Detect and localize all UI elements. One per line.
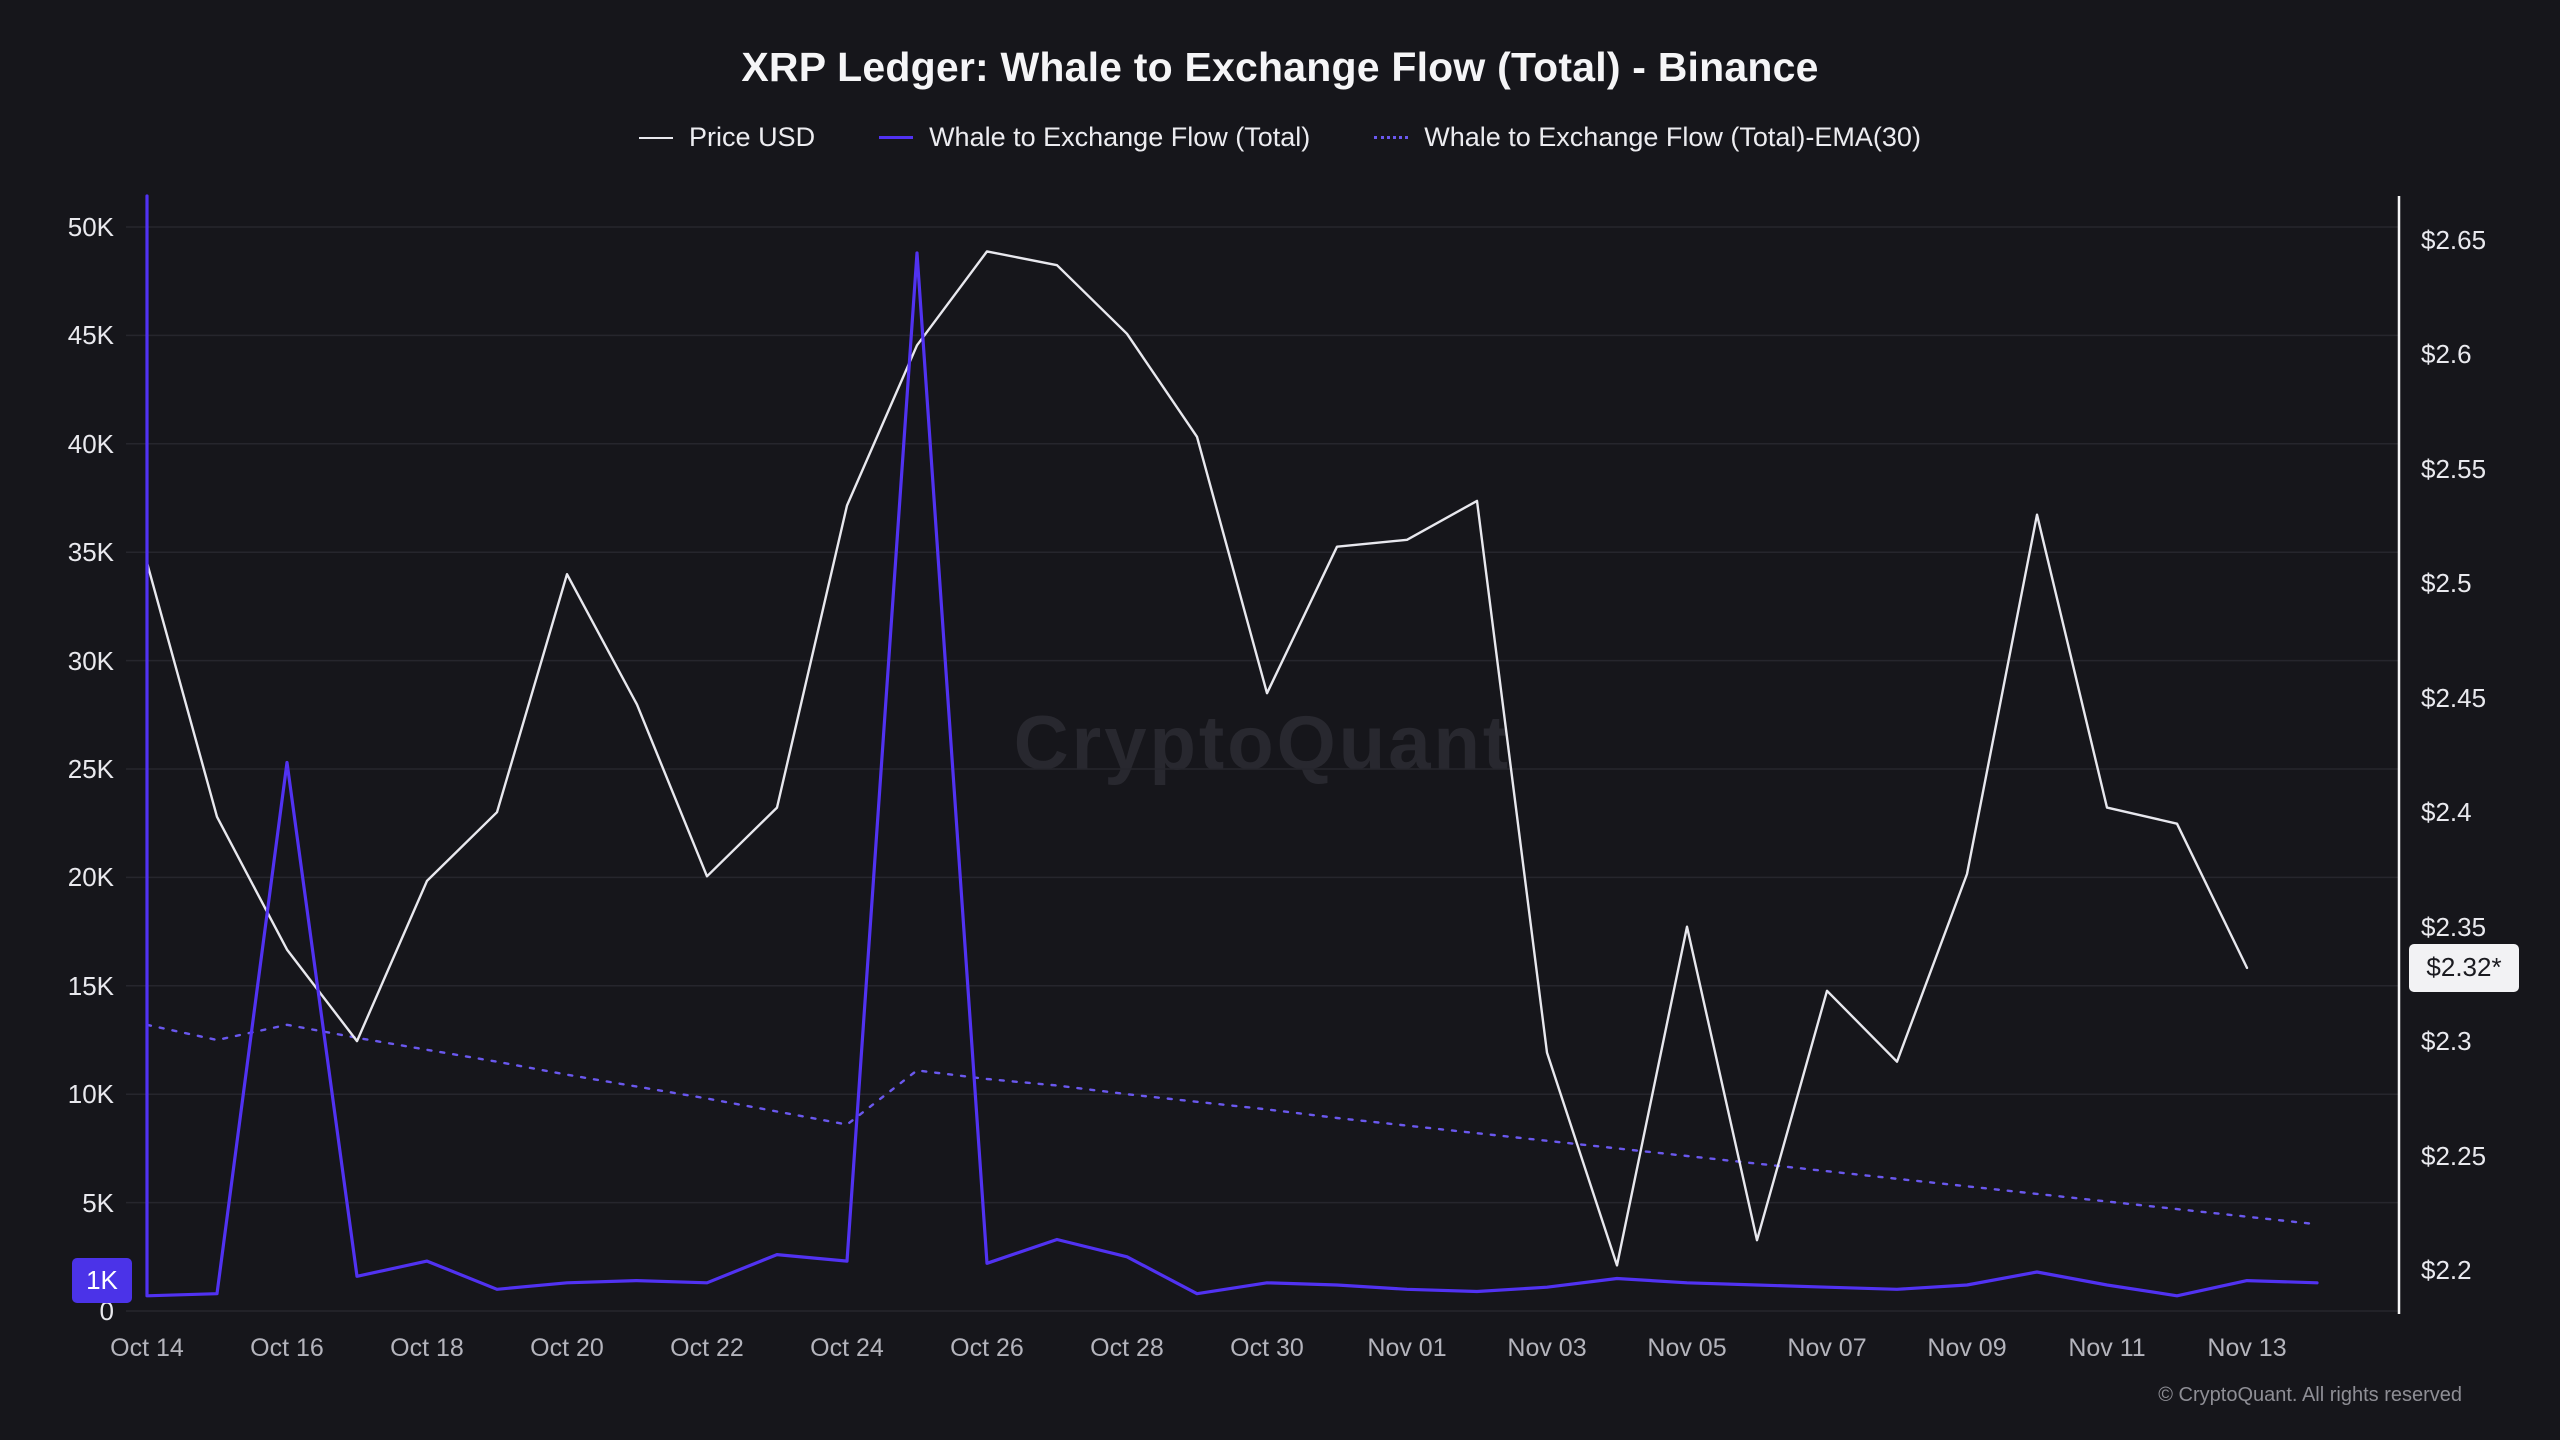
y-axis-label-left: 25K: [67, 754, 114, 784]
y-axis-label-right: $2.55: [2421, 453, 2487, 484]
legend-item-label: Price USD: [689, 122, 816, 152]
y-axis-label-left: 35K: [67, 537, 114, 568]
footer-copyright: © CryptoQuant. All rights reserved: [2158, 1384, 2462, 1406]
y-axis-label-left: 0: [99, 1296, 114, 1326]
x-axis-label: Oct 20: [530, 1334, 604, 1362]
x-axis-label: Nov 13: [2207, 1334, 2287, 1362]
x-axis-label: Nov 05: [1647, 1334, 1727, 1362]
chart-legend: Price USD Whale to Exchange Flow (Total)…: [0, 122, 2560, 153]
x-axis-label: Oct 16: [250, 1334, 324, 1362]
y-axis-label-left: 45K: [67, 320, 114, 351]
x-axis-label: Nov 11: [2068, 1334, 2146, 1362]
chart-title: XRP Ledger: Whale to Exchange Flow (Tota…: [741, 44, 1819, 90]
y-axis-label-left: 30K: [67, 645, 114, 676]
y-axis-label-left: 40K: [67, 428, 114, 459]
legend-item-flow[interactable]: Whale to Exchange Flow (Total): [879, 122, 1310, 153]
left-current-value-badge: 1K: [72, 1258, 132, 1304]
x-axis-label: Oct 30: [1230, 1334, 1304, 1362]
y-axis-label-left: 10K: [67, 1079, 114, 1110]
y-axis-label-right: $2.4: [2421, 797, 2472, 828]
y-axis-label-left: 20K: [67, 862, 114, 893]
ema-line-swatch-icon: [1374, 136, 1409, 139]
x-axis-label: Oct 26: [950, 1334, 1024, 1362]
x-axis-label: Oct 14: [110, 1334, 184, 1362]
watermark: CryptoQuant: [1013, 701, 1512, 786]
y-axis-label-left: 50K: [67, 212, 114, 242]
legend-item-price[interactable]: Price USD: [639, 122, 815, 153]
y-axis-label-right: $2.45: [2421, 682, 2487, 713]
right-current-price-badge: $2.32*: [2409, 943, 2519, 992]
legend-item-label: Whale to Exchange Flow (Total)-EMA(30): [1424, 122, 1921, 152]
x-axis-label: Nov 01: [1367, 1334, 1447, 1362]
y-axis-label-right: $2.25: [2421, 1140, 2487, 1171]
y-axis-label-left: 15K: [67, 970, 114, 1001]
x-axis-label: Oct 18: [390, 1334, 464, 1362]
legend-item-label: Whale to Exchange Flow (Total): [929, 122, 1311, 152]
price-line-swatch-icon: [639, 136, 674, 139]
y-axis-label-right: $2.35: [2421, 911, 2487, 942]
x-axis-label: Nov 07: [1787, 1334, 1867, 1362]
series-line-flow: [145, 194, 2319, 1298]
y-axis-label-right: $2.5: [2421, 568, 2472, 599]
y-axis-label-right: $2.6: [2421, 339, 2472, 370]
series-line-price: [145, 250, 2249, 1267]
x-axis-label: Oct 24: [810, 1334, 884, 1362]
x-axis-label: Oct 28: [1090, 1334, 1164, 1362]
legend-item-flow-ema[interactable]: Whale to Exchange Flow (Total)-EMA(30): [1374, 122, 1921, 153]
x-axis-label: Oct 22: [670, 1334, 744, 1362]
flow-line-swatch-icon: [879, 136, 914, 139]
x-axis-label: Nov 03: [1507, 1334, 1587, 1362]
x-axis-label: Nov 09: [1927, 1334, 2007, 1362]
series-line-flow-ema: [145, 1023, 2319, 1226]
y-axis-label-right: $2.65: [2421, 225, 2487, 255]
y-axis-label-right: $2.2: [2421, 1255, 2472, 1285]
y-axis-label-left: 5K: [82, 1187, 114, 1218]
y-axis-label-right: $2.3: [2421, 1026, 2472, 1057]
